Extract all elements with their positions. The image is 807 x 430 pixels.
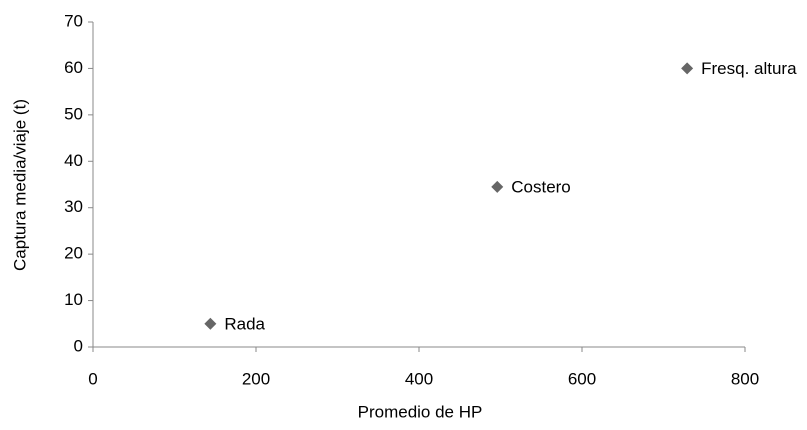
x-tick-label: 400 xyxy=(405,369,433,388)
x-tick-label: 800 xyxy=(731,369,759,388)
y-tick-label: 40 xyxy=(64,151,83,170)
y-axis-title: Captura media/viaje (t) xyxy=(10,99,29,271)
y-tick-label: 70 xyxy=(64,11,83,30)
point xyxy=(491,180,504,193)
y-tick-label: 20 xyxy=(64,244,83,263)
y-tick-label: 60 xyxy=(64,58,83,77)
y-tick-label: 50 xyxy=(64,104,83,123)
x-axis-title: Promedio de HP xyxy=(358,402,483,421)
point xyxy=(204,317,217,330)
y-tick-label: 0 xyxy=(74,336,83,355)
point-label: Rada xyxy=(224,314,265,333)
y-tick-label: 30 xyxy=(64,197,83,216)
y-tick-label: 10 xyxy=(64,290,83,309)
x-tick-label: 200 xyxy=(242,369,270,388)
point-label: Fresq. altura xyxy=(701,59,797,78)
point-label: Costero xyxy=(511,177,571,196)
x-tick-label: 0 xyxy=(88,369,97,388)
point xyxy=(681,62,694,75)
x-tick-label: 600 xyxy=(568,369,596,388)
